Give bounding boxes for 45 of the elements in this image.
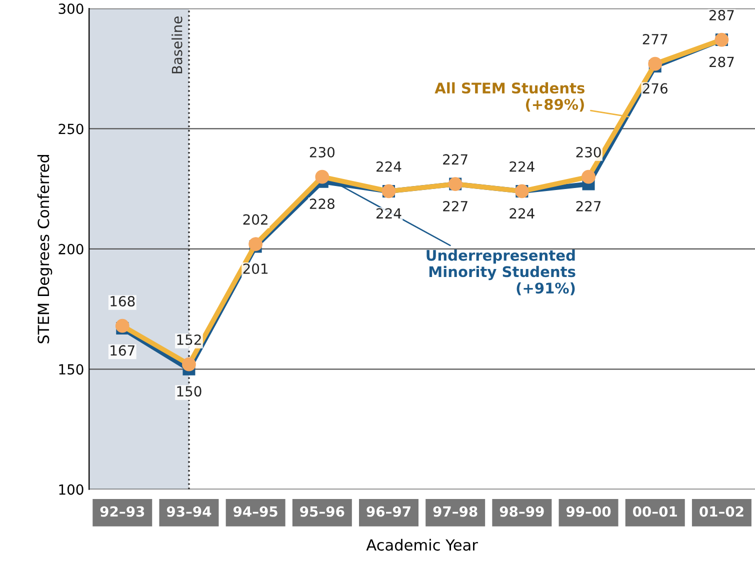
- data-label: 224: [510, 161, 534, 172]
- data-label: 168: [110, 296, 135, 307]
- x-tick-label: 97–98: [433, 506, 478, 517]
- data-label: 227: [576, 200, 601, 212]
- x-tick-label: 98–99: [500, 506, 544, 517]
- point: [582, 170, 596, 184]
- data-label: 224: [510, 208, 534, 218]
- x-tick-label: 95–96: [300, 506, 344, 517]
- text: All STEM Students (+89%): [434, 82, 585, 112]
- x-tick-label: 96–97: [366, 506, 410, 517]
- data-label: 224: [376, 208, 402, 218]
- x-tick-label: 94–95: [233, 506, 278, 517]
- y-tick-label: 100: [59, 484, 84, 495]
- y-tick-label: 300: [58, 4, 84, 14]
- data-label: 287: [709, 10, 734, 20]
- data-label: 152: [177, 334, 201, 345]
- data-label: 227: [443, 200, 468, 212]
- x-tick-label: 92–93: [100, 506, 144, 517]
- point: [115, 318, 130, 333]
- data-label: 276: [642, 83, 668, 94]
- data-label: 224: [376, 161, 402, 172]
- data-label: 277: [642, 34, 668, 44]
- x-tick-label: 93–94: [166, 506, 212, 517]
- data-label: 202: [243, 214, 268, 225]
- data-label: 230: [576, 146, 601, 158]
- text: Underrepresented Minority Students (+91%): [426, 250, 576, 296]
- point: [315, 170, 330, 184]
- data-label: 228: [310, 198, 334, 210]
- data-label: 150: [177, 386, 202, 397]
- point: [248, 237, 263, 252]
- data-label: 230: [310, 146, 334, 158]
- data-label: 201: [243, 263, 268, 274]
- x-tick-label: 01–02: [700, 506, 744, 517]
- point: [182, 357, 196, 372]
- data-label: 167: [110, 345, 134, 356]
- y-tick-label: 150: [59, 364, 84, 375]
- y-tick-label: 200: [58, 244, 84, 254]
- x-axis-title: Academic Year: [366, 538, 478, 551]
- data-label: 227: [443, 154, 468, 164]
- y-axis-title: STEM Degrees Conferred: [37, 155, 52, 344]
- ref-line-label: Baseline: [172, 16, 182, 74]
- x-tick-label: 99–00: [566, 506, 611, 517]
- data-label: 287: [709, 56, 734, 68]
- x-tick-label: 00–01: [632, 506, 677, 517]
- y-tick-label: 250: [58, 124, 84, 134]
